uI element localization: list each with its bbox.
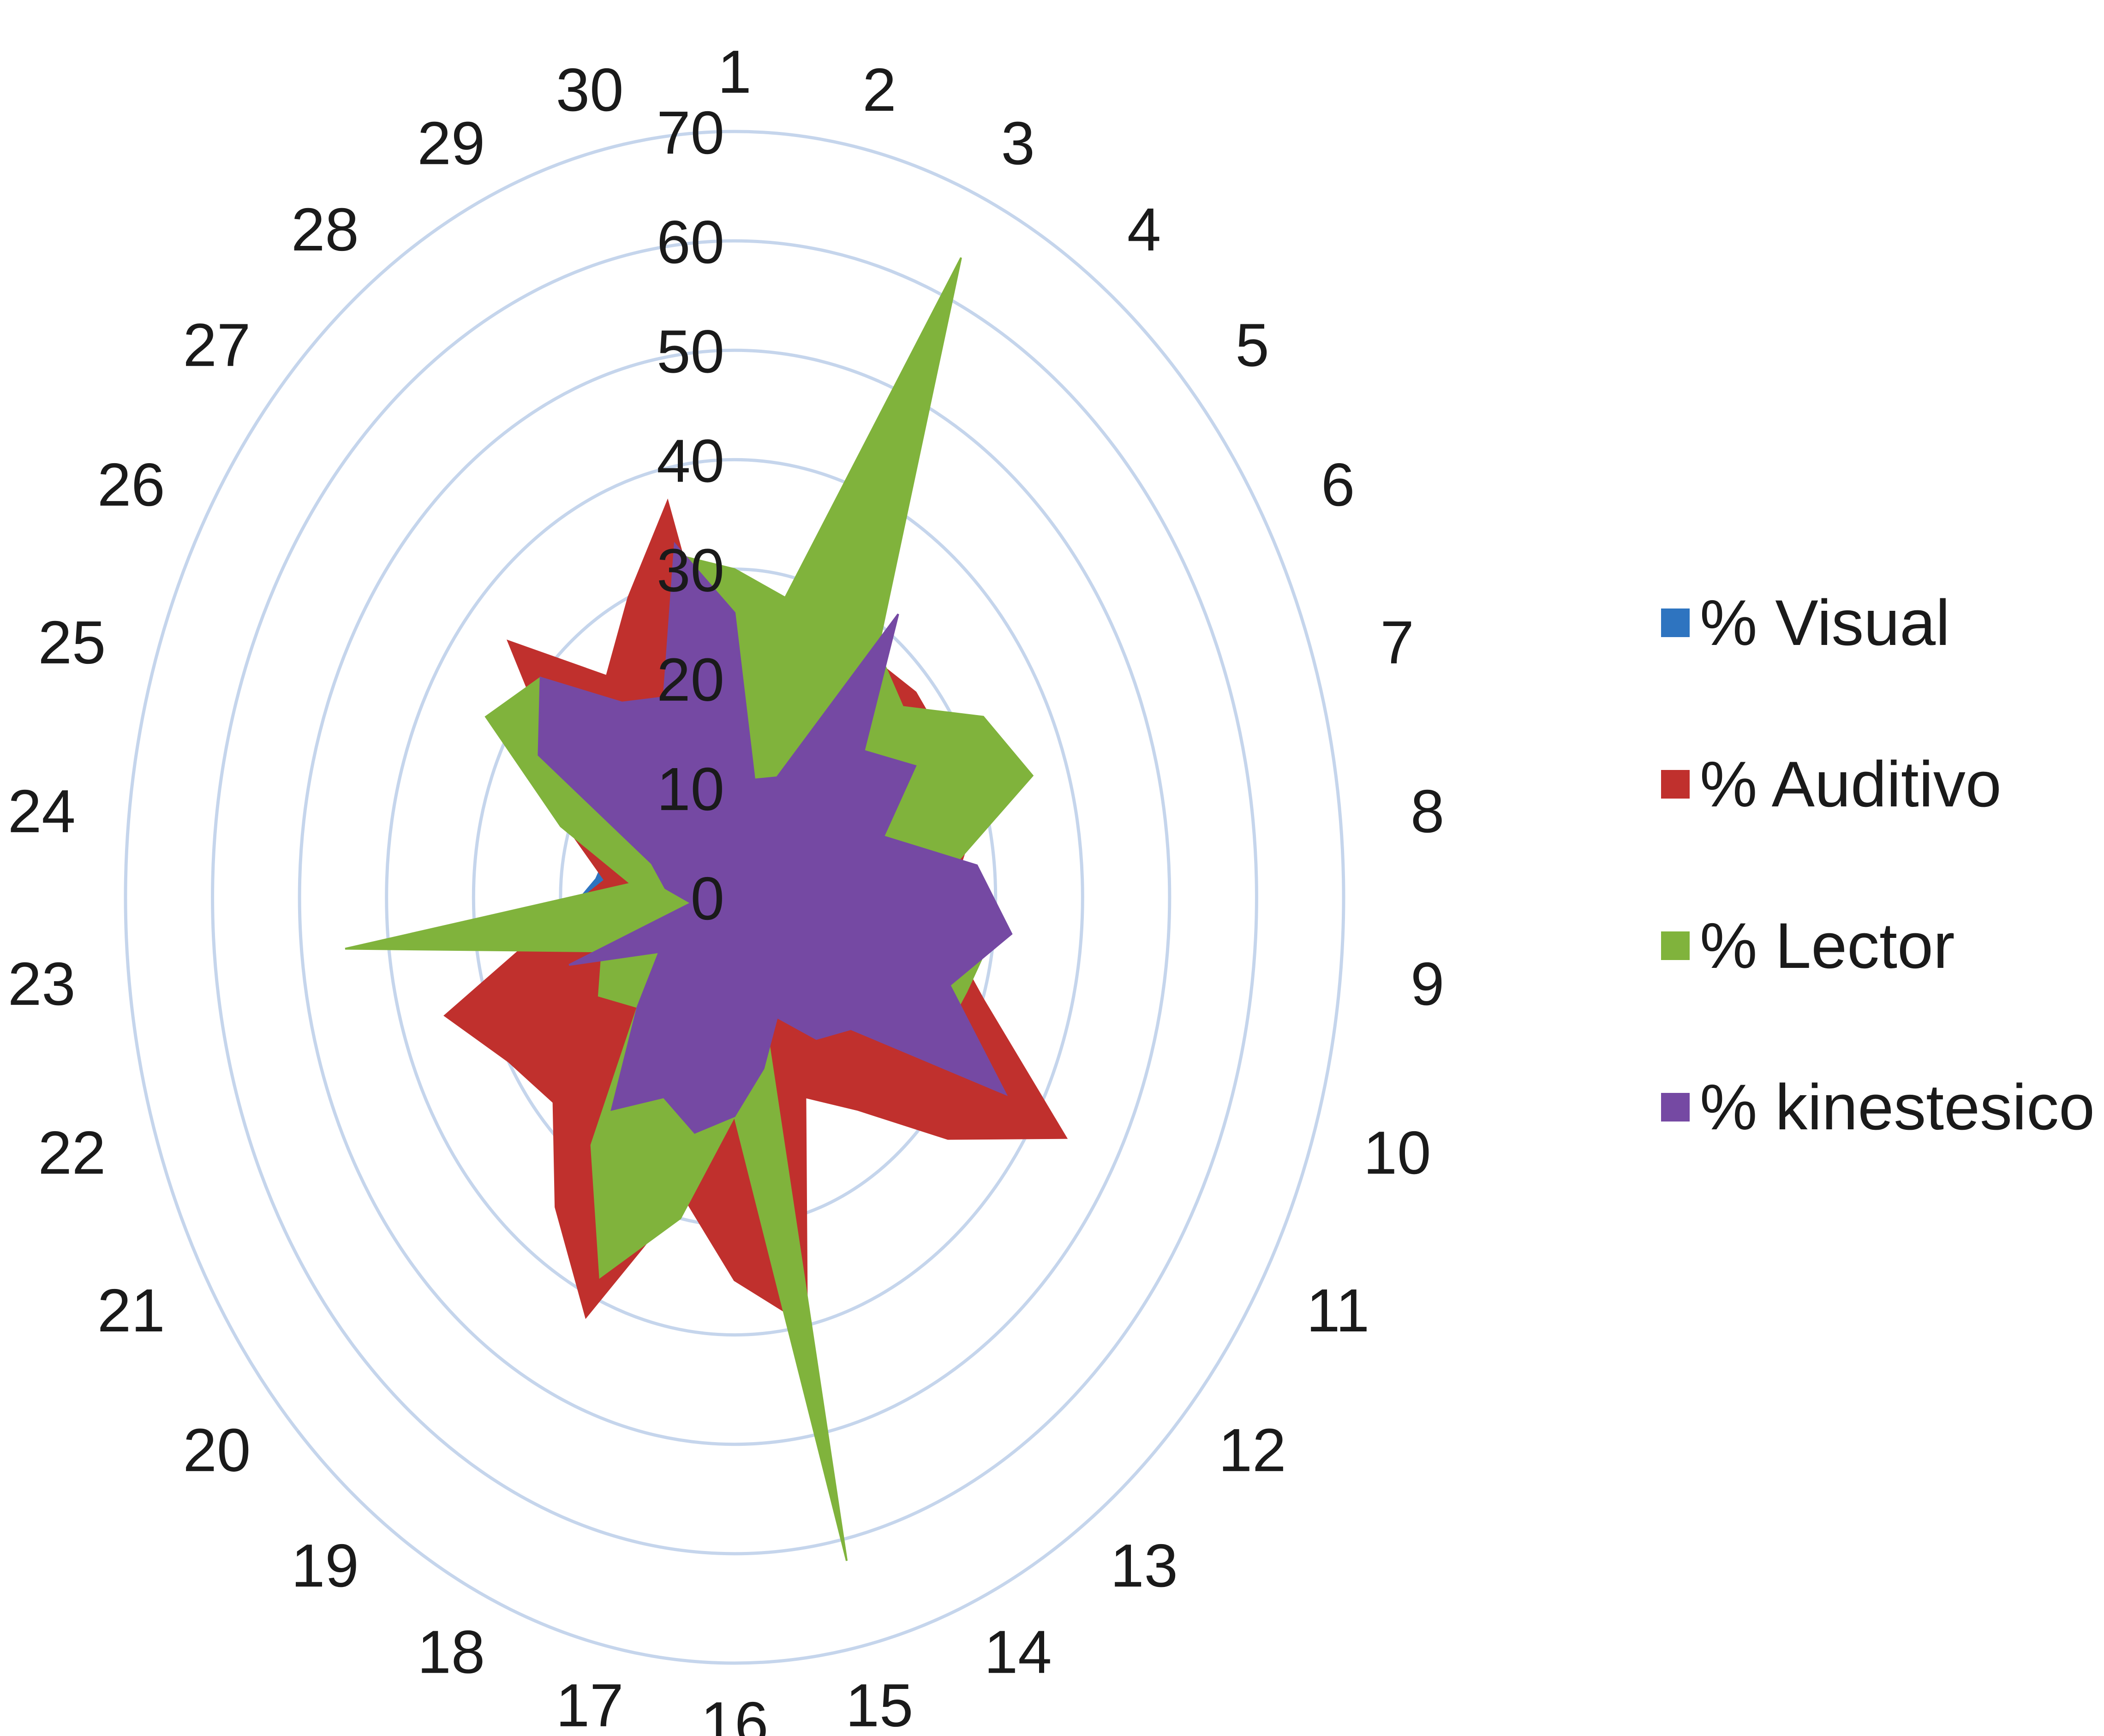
category-label-21: 21: [97, 1277, 165, 1344]
legend-swatch-kinestesico: [1661, 1093, 1690, 1122]
tick-label-60: 60: [657, 208, 724, 276]
category-label-28: 28: [291, 196, 359, 263]
grid-ring-60: [211, 239, 1258, 1556]
legend-label-kinestesico: % kinestesico: [1700, 1071, 2095, 1143]
grid-ring-70: [124, 130, 1345, 1665]
legend: % Visual % Auditivo % Lector % kinestesi…: [1661, 586, 2095, 1236]
legend-item-visual: % Visual: [1661, 586, 2095, 659]
category-label-5: 5: [1235, 311, 1269, 379]
tick-label-30: 30: [657, 537, 724, 604]
category-label-26: 26: [97, 451, 165, 519]
category-label-23: 23: [8, 950, 76, 1018]
category-label-16: 16: [701, 1689, 769, 1736]
category-label-6: 6: [1321, 451, 1355, 519]
category-label-3: 3: [1001, 109, 1034, 177]
category-label-12: 12: [1219, 1416, 1286, 1484]
category-label-8: 8: [1411, 777, 1444, 845]
category-label-29: 29: [417, 109, 485, 177]
legend-label-visual: % Visual: [1700, 586, 1950, 659]
legend-item-auditivo: % Auditivo: [1661, 748, 2095, 820]
category-label-30: 30: [556, 56, 624, 124]
tick-label-10: 10: [657, 755, 724, 823]
tick-label-40: 40: [657, 427, 724, 495]
category-label-17: 17: [556, 1671, 624, 1736]
category-label-15: 15: [845, 1671, 913, 1736]
category-label-11: 11: [1306, 1277, 1369, 1344]
legend-item-kinestesico: % kinestesico: [1661, 1071, 2095, 1143]
category-label-10: 10: [1363, 1119, 1431, 1187]
category-label-4: 4: [1127, 196, 1161, 263]
tick-label-0: 0: [691, 865, 724, 932]
category-label-2: 2: [862, 56, 896, 124]
radial-tick-labels: 0 10 20 30 40 50 60 70: [657, 99, 724, 932]
tick-label-70: 70: [657, 99, 724, 167]
category-label-20: 20: [183, 1416, 251, 1484]
grid-ring-40: [385, 458, 1084, 1337]
category-label-19: 19: [291, 1532, 359, 1599]
category-label-18: 18: [417, 1618, 485, 1686]
tick-label-20: 20: [657, 646, 724, 714]
category-label-7: 7: [1380, 608, 1414, 676]
category-labels: 1 234567891011121314151617181920212223242…: [8, 38, 1445, 1736]
category-label-14: 14: [984, 1618, 1052, 1686]
legend-swatch-auditivo: [1661, 770, 1690, 799]
tick-label-50: 50: [657, 317, 724, 385]
series-area-kinestesico: [538, 542, 1013, 1134]
legend-label-auditivo: % Auditivo: [1700, 748, 2002, 820]
category-label-13: 13: [1110, 1532, 1178, 1599]
category-label-27: 27: [183, 311, 251, 379]
grid-ring-50: [298, 348, 1172, 1446]
legend-label-lector: % Lector: [1700, 909, 1955, 982]
category-label-25: 25: [38, 608, 106, 676]
category-label-24: 24: [8, 777, 76, 845]
radar-series: [345, 257, 1068, 1561]
legend-swatch-visual: [1661, 608, 1690, 637]
category-label-1: 1: [717, 38, 751, 106]
category-label-9: 9: [1411, 950, 1444, 1018]
legend-swatch-lector: [1661, 931, 1690, 960]
category-label-22: 22: [38, 1119, 106, 1187]
legend-item-lector: % Lector: [1661, 909, 2095, 982]
